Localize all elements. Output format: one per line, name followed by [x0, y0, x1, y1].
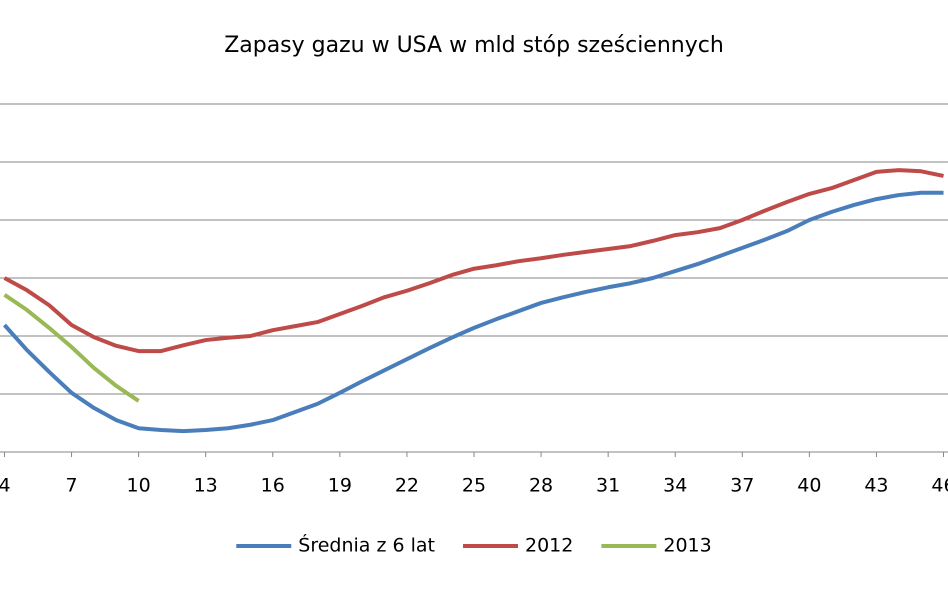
x-tick-label: 19	[328, 475, 352, 497]
x-tick-label: 7	[66, 475, 78, 497]
series-line	[3, 293, 140, 403]
x-tick-label: 28	[529, 475, 553, 497]
series-line	[2, 190, 944, 434]
x-tick-label: 34	[663, 475, 687, 497]
legend-label: Średnia z 6 lat	[298, 533, 435, 557]
x-tick-label: 4	[0, 475, 11, 497]
legend-label: 2013	[663, 535, 711, 557]
x-tick-label: 40	[797, 475, 821, 497]
x-tick-label: 46	[931, 475, 948, 497]
x-tick-label: 37	[730, 475, 754, 497]
x-tick-label: 43	[864, 475, 888, 497]
series-line	[3, 168, 944, 354]
x-tick-label: 31	[596, 475, 620, 497]
legend-label: 2012	[525, 535, 573, 557]
x-tick-label: 13	[194, 475, 218, 497]
x-tick-label: 10	[127, 475, 151, 497]
x-tick-label: 22	[395, 475, 419, 497]
chart-title: Zapasy gazu w USA w mld stóp sześciennyc…	[224, 33, 724, 58]
legend: Średnia z 6 lat 2012 2013	[236, 533, 712, 557]
x-tick-label: 16	[261, 475, 285, 497]
x-tick-label: 25	[462, 475, 486, 497]
